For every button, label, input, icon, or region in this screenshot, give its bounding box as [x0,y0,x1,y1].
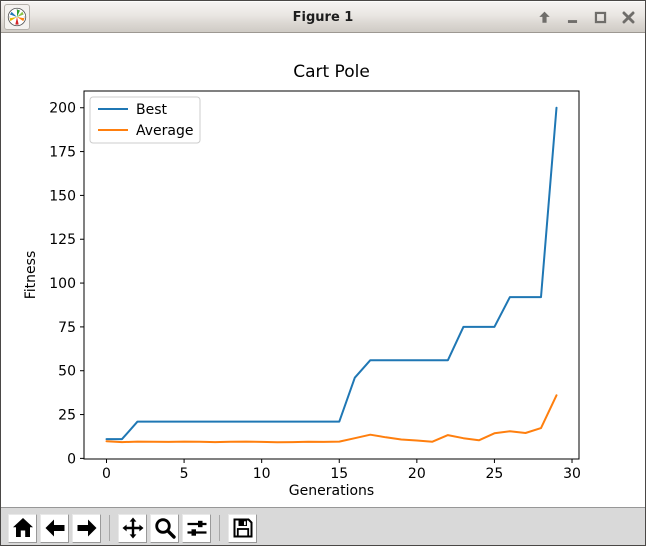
shade-icon [538,11,550,23]
y-tick-label: 0 [67,451,76,467]
x-tick-label: 5 [180,466,189,482]
x-tick-label: 20 [408,466,426,482]
back-icon [45,519,64,537]
x-tick-label: 0 [102,466,111,482]
navigation-toolbar [1,507,645,545]
forward-icon [77,519,96,537]
zoom-icon [154,518,176,539]
toolbar-separator [109,515,110,541]
series-best-line [105,106,558,441]
y-tick-label: 50 [58,364,76,380]
forward-button[interactable] [72,513,101,543]
y-tick-label: 100 [49,276,76,292]
y-tick-label: 200 [49,101,76,117]
window-controls [535,2,637,32]
home-button[interactable] [8,513,37,543]
sliders-icon [187,520,206,536]
save-icon [233,518,252,538]
pan-icon [122,517,143,539]
axes-frame [83,90,580,460]
legend: Best Average [89,96,201,144]
matplotlib-logo-icon[interactable] [4,4,30,30]
legend-label-average: Average [136,123,194,139]
home-icon [12,518,33,537]
minimize-button[interactable] [563,8,581,26]
series-average-line [105,394,558,444]
figure-canvas[interactable]: 0 5 10 15 20 25 30 0 25 50 75 100 125 150 175 200 Cart P… [1,33,645,507]
maximize-icon [594,11,606,23]
toolbar-separator [219,515,220,541]
x-axis-label: Generations [289,483,374,499]
configure-subplots-button[interactable] [182,513,211,543]
x-tick-label: 15 [330,466,348,482]
y-tick-label: 125 [49,232,76,248]
y-tick-label: 75 [58,320,76,336]
y-tick-label: 25 [58,408,76,424]
maximize-button[interactable] [591,8,609,26]
x-tick-label: 10 [253,466,271,482]
pan-button[interactable] [118,513,147,543]
x-tick-label: 25 [486,466,504,482]
y-axis-label: Fitness [23,251,39,300]
back-button[interactable] [40,513,69,543]
save-button[interactable] [228,513,257,543]
minimize-icon [567,19,577,23]
titlebar[interactable]: Figure 1 [1,1,645,33]
y-tick-label: 175 [49,145,76,161]
y-tick-label: 150 [49,188,76,204]
legend-label-best: Best [136,102,168,118]
shade-button[interactable] [535,8,553,26]
cart-pole-chart[interactable]: 0 5 10 15 20 25 30 0 25 50 75 100 125 150 175 200 Cart P… [1,33,645,507]
close-icon [622,11,634,23]
x-tick-label: 30 [563,466,581,482]
zoom-button[interactable] [150,513,179,543]
close-button[interactable] [619,8,637,26]
chart-title: Cart Pole [293,62,370,82]
